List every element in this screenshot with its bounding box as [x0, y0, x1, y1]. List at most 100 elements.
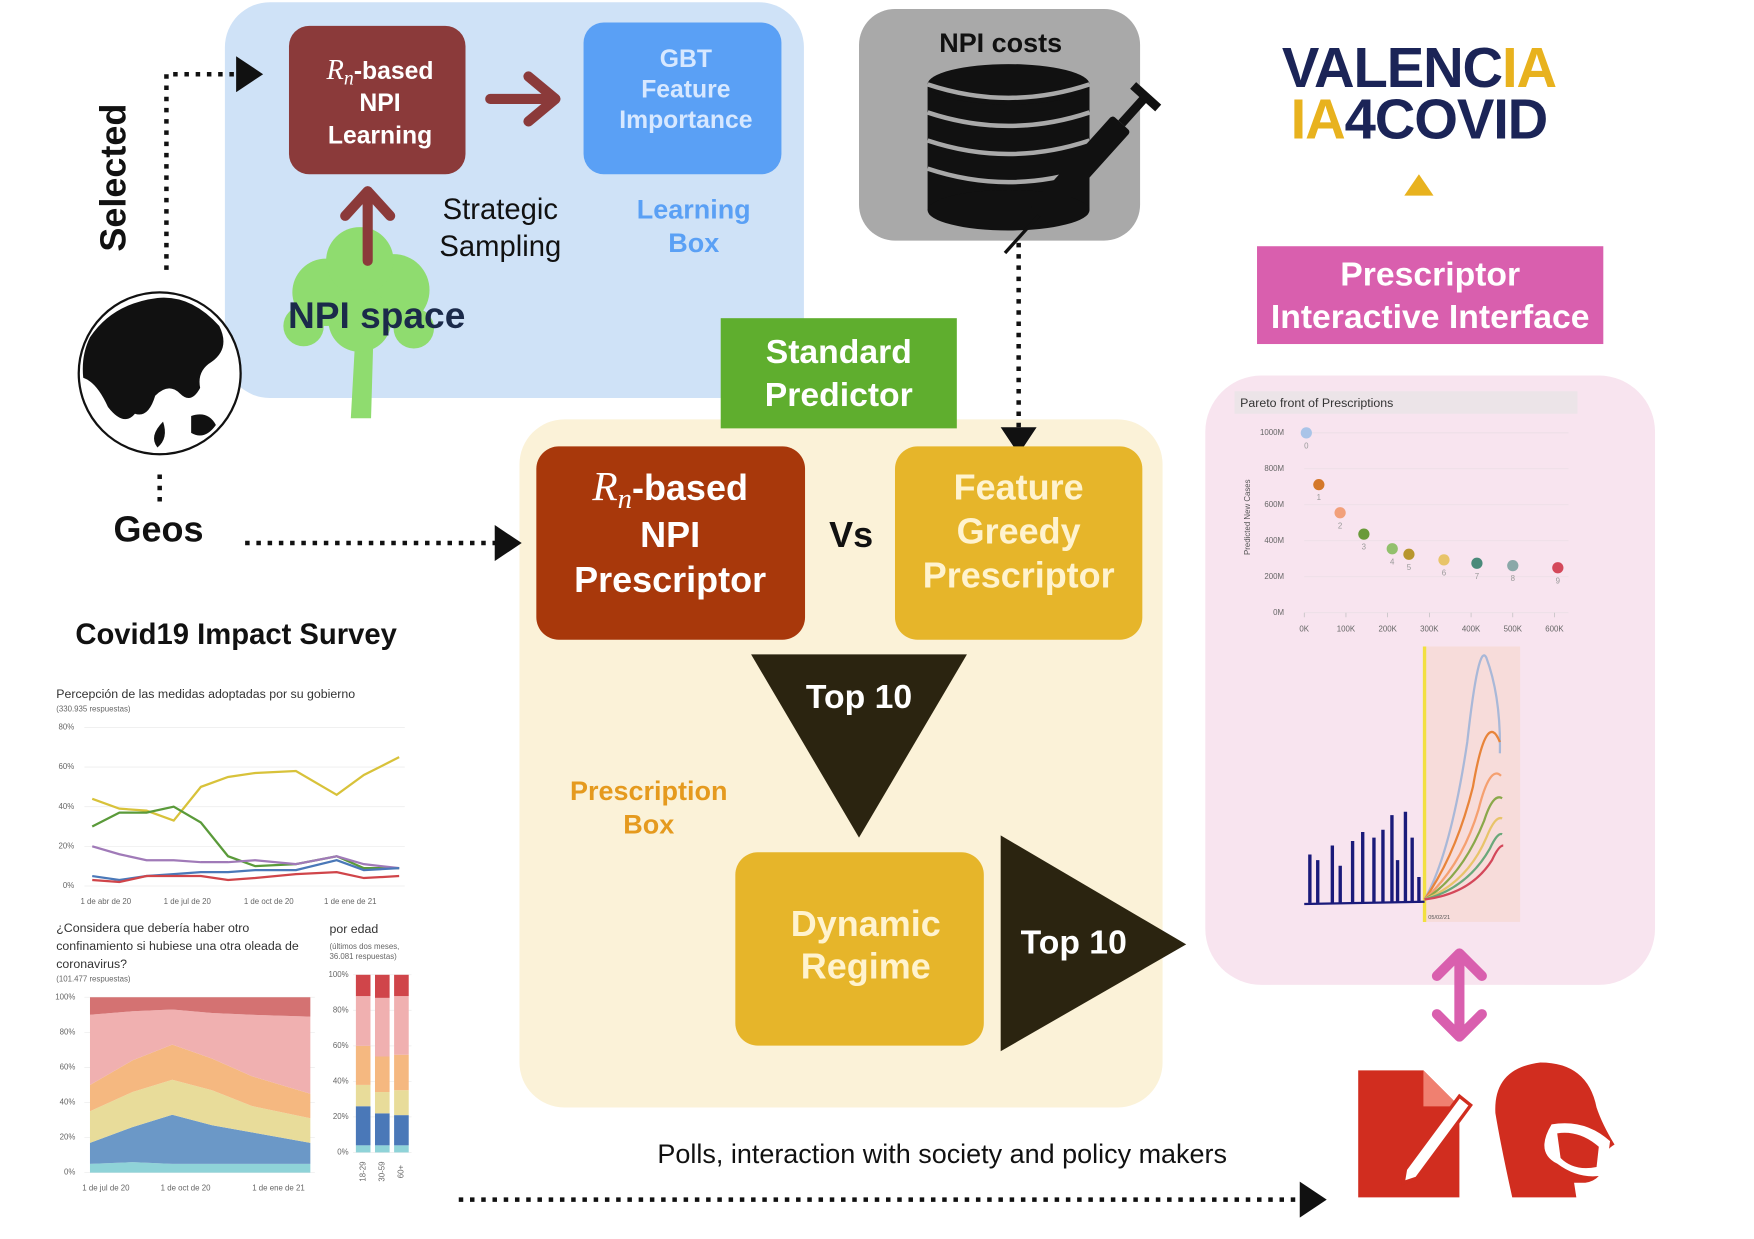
y-tick-label: 80% [59, 723, 75, 732]
chart-subtitle: 36.081 respuestas) [329, 952, 397, 961]
y-tick-label: 40% [60, 1098, 76, 1107]
symbol: R [591, 463, 617, 509]
double-arrow [1431, 948, 1487, 1042]
area-layer [89, 1044, 311, 1119]
area-layer [89, 997, 311, 1017]
area-layer [89, 1114, 311, 1164]
x-tick-label: 18-29 [358, 1161, 367, 1181]
line-series [91, 805, 400, 870]
interface-label-box [1257, 246, 1604, 345]
generated: Rn-basedNPILearningGBTFeatureImportanceS… [55, 28, 1589, 1192]
y-tick-label: 60% [59, 762, 75, 771]
y-tick-label: 100% [328, 970, 348, 979]
bar-segment [355, 996, 371, 1046]
selected-label: Selected [92, 104, 133, 252]
polls-label: Polls, interaction with society and poli… [657, 1139, 1227, 1169]
y-tick-label: 60% [333, 1041, 349, 1050]
line-series [92, 870, 400, 884]
chart-title: por edad [329, 922, 378, 936]
forecast-chart [1304, 646, 1521, 922]
bar-segment [394, 1090, 409, 1116]
x-tick-label: 1 de jul de 20 [164, 897, 212, 906]
chart-title: ¿Considera que debería haber otro [56, 921, 249, 935]
suffix: -based [632, 467, 748, 508]
suffix: -based [354, 57, 434, 84]
x-tick-label: 200K [1378, 625, 1397, 634]
box-text: Learning [328, 123, 432, 150]
annotation: Strategic [443, 194, 558, 226]
y-tick-label: 400M [1264, 536, 1284, 545]
x-tick-label: 100K [1337, 625, 1356, 634]
connector [164, 56, 264, 270]
pareto-point [1403, 548, 1415, 560]
point-label: 9 [1556, 576, 1560, 585]
box-text: Feature [954, 467, 1084, 508]
bar-segment [355, 1106, 371, 1146]
dynamic-box [735, 852, 984, 1046]
y-tick-label: 800M [1264, 464, 1284, 473]
syringe-icon [1003, 82, 1162, 255]
bar-segment [394, 1054, 409, 1091]
bar-segment [355, 1084, 371, 1107]
y-tick-label: 200M [1264, 572, 1284, 581]
y-tick-label: 40% [333, 1076, 349, 1085]
box-text: Prescriptor [574, 559, 766, 600]
chart-subtitle: (330.935 respuestas) [56, 705, 131, 714]
bar-segment [374, 1056, 390, 1093]
tree-icon [283, 227, 435, 419]
bar-segment [394, 1115, 409, 1146]
date-label: 05/02/21 [1428, 915, 1450, 921]
y-tick-label: 1000M [1260, 428, 1284, 437]
box-text: Importance [619, 107, 752, 134]
rn-prescriptor-box [536, 446, 806, 640]
box-text: NPI [640, 514, 700, 555]
line-series [91, 845, 400, 870]
bar-segment [374, 997, 390, 1057]
pareto-title-bar [1234, 391, 1578, 414]
bar-segment [394, 996, 409, 1055]
pareto-point [1334, 507, 1346, 519]
axis-label: Predicted New Cases [1243, 479, 1252, 555]
point-label: 3 [1362, 543, 1367, 552]
y-tick-label: 600M [1264, 500, 1284, 509]
box-text: Feature [641, 77, 730, 104]
x-tick-label: 500K [1504, 625, 1523, 634]
logo-part: VALENC [1282, 36, 1503, 99]
point-label: 0 [1304, 441, 1309, 450]
bar-segment [374, 1092, 390, 1114]
logo-part: IA [1502, 36, 1556, 99]
pareto-point [1386, 543, 1398, 555]
box-text: Standard [766, 333, 912, 371]
gbt-box [583, 22, 782, 175]
box-text: Prescriptor [923, 554, 1115, 595]
y-tick-label: 0M [1273, 608, 1284, 617]
top10-output [1000, 835, 1187, 1052]
annotation: Sampling [439, 231, 561, 263]
pareto-point [1438, 554, 1450, 566]
logo-part: 4COVID [1345, 88, 1548, 151]
bar-segment [394, 1145, 409, 1153]
subscript: n [344, 67, 354, 89]
x-tick-label: 1 de ene de 21 [252, 1183, 304, 1192]
x-tick-label: 1 de abr de 20 [80, 897, 131, 906]
point-label: 2 [1338, 521, 1342, 530]
vs-label: Vs [829, 514, 873, 555]
bar-segment [355, 1045, 371, 1085]
y-tick-label: 20% [59, 841, 75, 850]
logo-part: IA [1291, 88, 1345, 151]
x-tick-label: 1 de ene de 21 [324, 897, 376, 906]
top10-funnel [751, 654, 967, 838]
survey-title: Covid19 Impact Survey [75, 619, 397, 651]
y-tick-label: 0% [64, 1168, 75, 1177]
area-layer [89, 1009, 311, 1094]
y-tick-label: 60% [60, 1063, 76, 1072]
globe-icon [77, 291, 242, 456]
box-label: Prescription [570, 776, 727, 806]
x-tick-label: 30-59 [377, 1161, 386, 1181]
pareto-point [1313, 479, 1325, 491]
bar-segment [374, 974, 390, 998]
point-label: 6 [1442, 568, 1447, 577]
database-icon [926, 64, 1091, 231]
document-icon [1358, 1070, 1473, 1198]
area-layer [89, 1079, 311, 1143]
